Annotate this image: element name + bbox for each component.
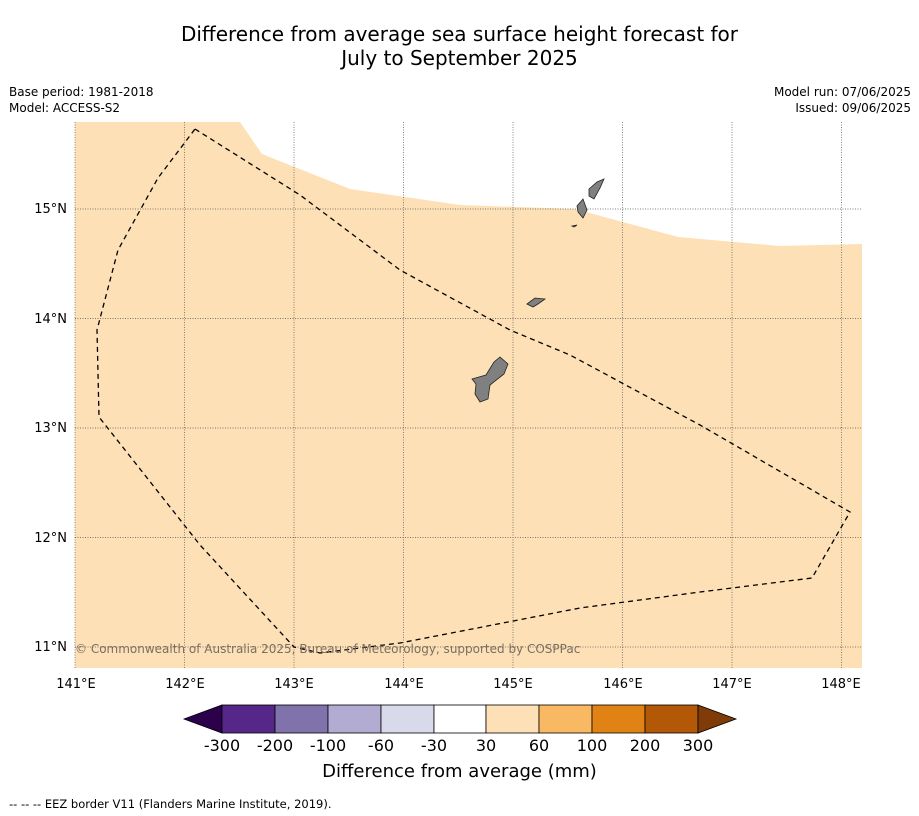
lat-label-15: 15°N xyxy=(34,202,67,217)
colorbar-label: -300 xyxy=(203,736,241,755)
model-name: Model: ACCESS-S2 xyxy=(9,101,121,115)
gridlines xyxy=(74,122,862,668)
anomaly-fill xyxy=(75,122,862,668)
lon-label-142: 142°E xyxy=(165,677,205,692)
island-rota xyxy=(526,297,547,308)
colorbar-label: 200 xyxy=(629,736,661,755)
colorbar-bin-6 xyxy=(485,704,540,734)
islands xyxy=(471,178,605,403)
colorbar-label: -30 xyxy=(420,736,448,755)
colorbar-bin-4 xyxy=(380,704,435,734)
colorbar-label: -100 xyxy=(309,736,347,755)
colorbar-label: -60 xyxy=(367,736,395,755)
colorbar xyxy=(182,704,738,734)
colorbar-label: 30 xyxy=(475,736,497,755)
colorbar-bin-9 xyxy=(644,704,699,734)
copyright-text: © Commonwealth of Australia 2025, Bureau… xyxy=(75,642,580,656)
colorbar-title: Difference from average (mm) xyxy=(322,761,597,782)
island-aguijan xyxy=(570,224,578,228)
lat-label-12: 12°N xyxy=(34,531,67,546)
meta-left: Base period: 1981-2018 Model: ACCESS-S2 xyxy=(9,84,154,116)
meta-right: Model run: 07/06/2025 Issued: 09/06/2025 xyxy=(774,84,911,116)
colorbar-label: 60 xyxy=(528,736,550,755)
issued-date: Issued: 09/06/2025 xyxy=(795,101,911,115)
colorbar-label: 300 xyxy=(682,736,714,755)
lon-labels: 141°E 142°E 143°E 144°E 145°E 146°E 147°… xyxy=(56,677,861,692)
lon-label-148: 148°E xyxy=(821,677,861,692)
model-run: Model run: 07/06/2025 xyxy=(773,85,911,99)
lat-label-14: 14°N xyxy=(34,312,67,327)
lon-label-144: 144°E xyxy=(384,677,424,692)
colorbar-bin-3 xyxy=(327,704,382,734)
colorbar-bin-7 xyxy=(538,704,593,734)
colorbar-extend-high xyxy=(697,704,738,734)
title-line-1: Difference from average sea surface heig… xyxy=(180,22,739,46)
lon-label-141: 141°E xyxy=(56,677,96,692)
island-guam xyxy=(471,356,509,403)
page-title: Difference from average sea surface heig… xyxy=(0,22,919,70)
lon-label-147: 147°E xyxy=(712,677,752,692)
base-period: Base period: 1981-2018 xyxy=(9,85,154,99)
lon-label-146: 146°E xyxy=(603,677,643,692)
colorbar-bin-5 xyxy=(433,704,487,734)
lat-label-11: 11°N xyxy=(34,640,67,655)
colorbar-bin-8 xyxy=(591,704,646,734)
footnote: -- -- -- EEZ border V11 (Flanders Marine… xyxy=(9,797,332,811)
eez-border xyxy=(96,128,851,654)
lon-label-143: 143°E xyxy=(274,677,314,692)
lon-label-145: 145°E xyxy=(493,677,533,692)
title-line-2: July to September 2025 xyxy=(341,46,578,70)
colorbar-label: 100 xyxy=(576,736,608,755)
colorbar-extend-low xyxy=(182,704,223,734)
colorbar-bin-2 xyxy=(274,704,329,734)
colorbar-bin-1 xyxy=(221,704,276,734)
lat-labels: 15°N 14°N 13°N 12°N 11°N xyxy=(34,202,67,655)
island-tinian xyxy=(576,198,588,219)
colorbar-label: -200 xyxy=(256,736,294,755)
island-saipan xyxy=(588,178,605,200)
lat-label-13: 13°N xyxy=(34,421,67,436)
